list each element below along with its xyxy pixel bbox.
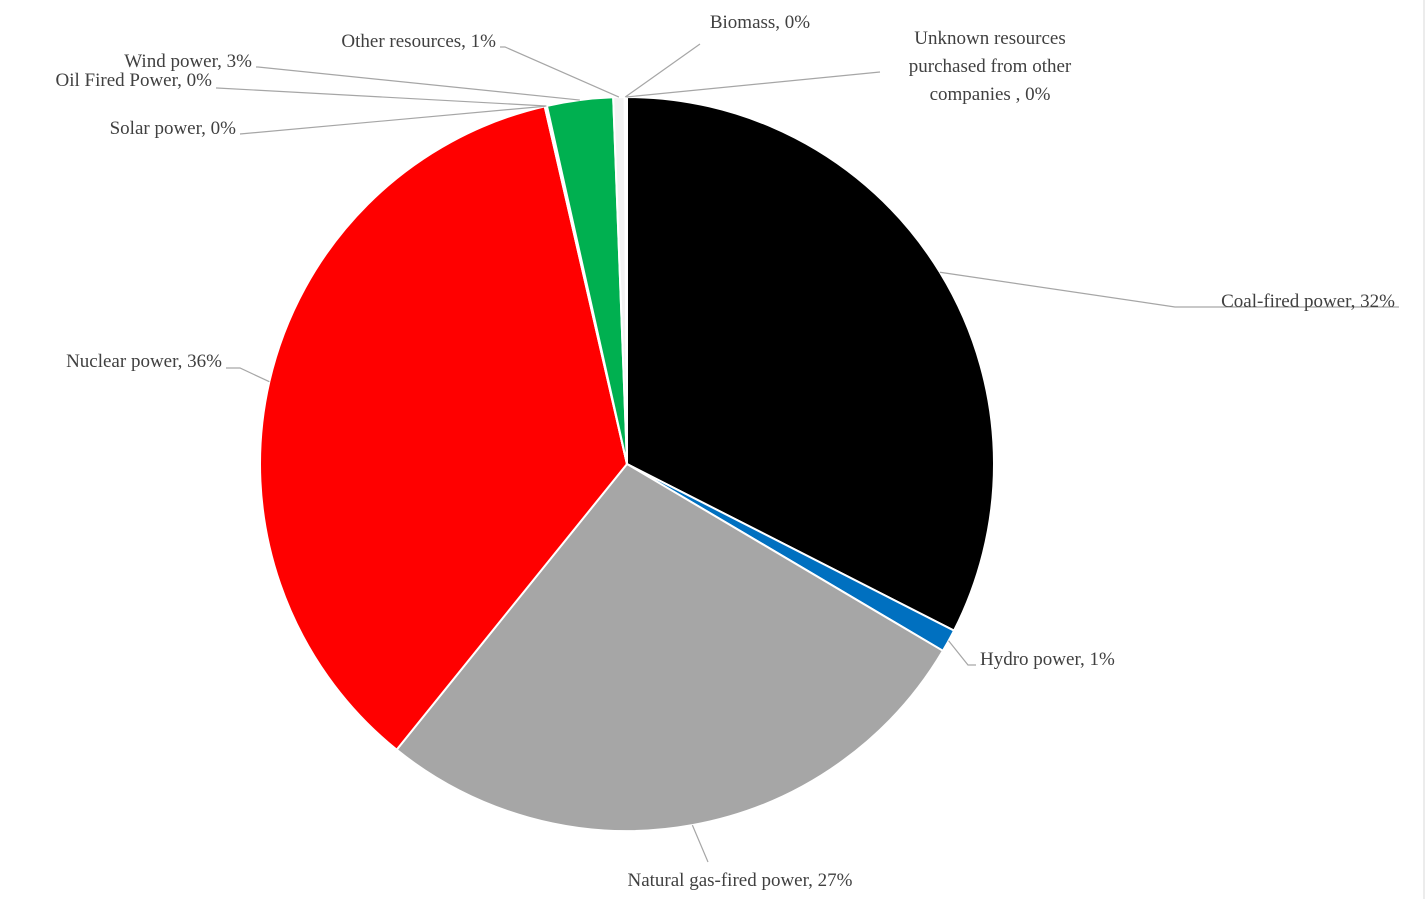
leader-line-5: [216, 87, 547, 107]
data-label-biomass: Biomass, 0%: [710, 12, 810, 33]
leader-line-3: [226, 367, 270, 383]
pie-slice-coal-fired-power: [626, 95, 995, 632]
leader-line-8: [624, 43, 701, 98]
pie-slice-unknown-resources-purchased-from-other-companies: [624, 95, 628, 465]
data-label-other-resources: Other resources, 1%: [341, 31, 496, 52]
leader-line-4: [239, 105, 546, 135]
data-label-unknown-resources-purchased-from-other-companies: Unknown resources purchased from other com…: [909, 28, 1072, 105]
data-label-nuclear-power: Nuclear power, 36%: [66, 351, 222, 372]
data-label-solar-power: Solar power, 0%: [110, 118, 237, 139]
leader-line-9: [626, 71, 881, 98]
leader-line-2: [691, 824, 709, 863]
leader-line-7: [500, 46, 620, 98]
pie-slices: [259, 95, 995, 832]
pie-slice-nuclear-power: [259, 105, 629, 752]
data-label-coal-fired-power: Coal-fired power, 32%: [1221, 291, 1395, 312]
data-label-oil-fired-power: Oil Fired Power, 0%: [56, 70, 213, 91]
data-label-natural-gas-fired-power: Natural gas-fired power, 27%: [627, 870, 852, 891]
leader-line-6: [256, 66, 580, 101]
leader-lines: [216, 43, 1399, 863]
leader-line-1: [948, 640, 976, 666]
data-label-hydro-power: Hydro power, 1%: [980, 649, 1115, 670]
data-label-wind-power: Wind power, 3%: [124, 51, 252, 72]
leader-line-0: [939, 271, 1399, 308]
data-labels: Coal-fired power, 32% Hydro power, 1% Natu…: [56, 12, 1396, 891]
